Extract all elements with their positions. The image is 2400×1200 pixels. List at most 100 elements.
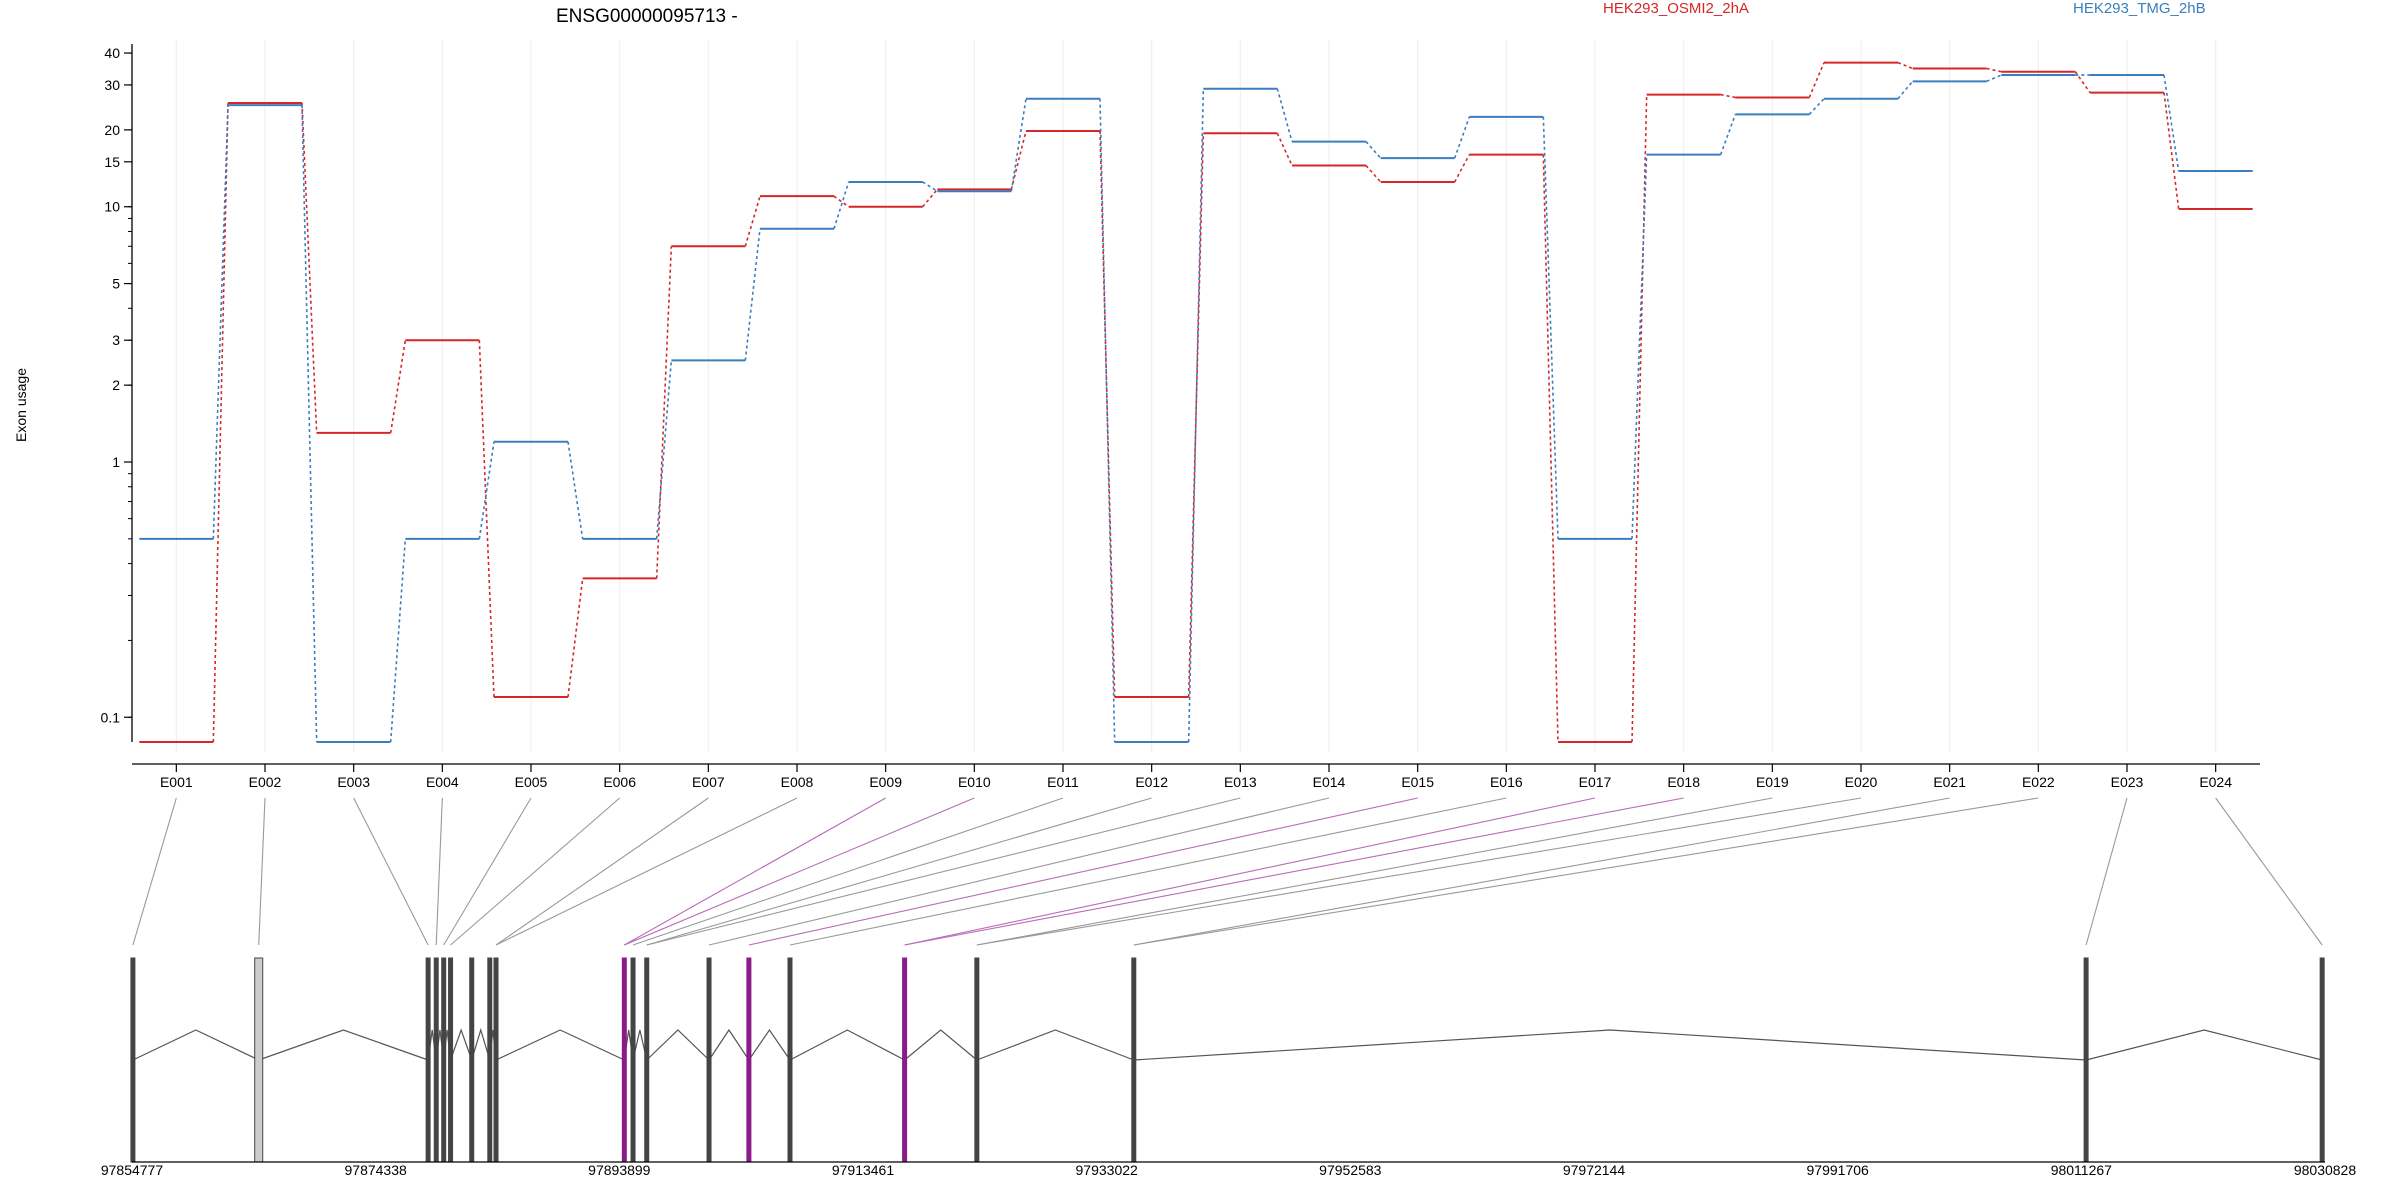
- x-tick-label-e009: E009: [869, 774, 902, 790]
- x-tick-label-e001: E001: [160, 774, 193, 790]
- series-connector: [301, 102, 318, 433]
- intron: [258, 1029, 429, 1061]
- exon-block: [621, 957, 627, 1163]
- exon-connector: [2085, 797, 2128, 946]
- x-tick-label-e014: E014: [1313, 774, 1346, 790]
- genomic-tick-label: 97972144: [1563, 1162, 1626, 1178]
- exon-connector: [1133, 797, 2039, 946]
- y-tick-label: 3: [112, 332, 120, 348]
- series-connector: [1276, 88, 1293, 142]
- exon-block: [433, 957, 439, 1163]
- genomic-tick-label: 97893899: [588, 1162, 651, 1178]
- series-connector: [1986, 67, 2002, 73]
- intron: [646, 1029, 710, 1061]
- series-connector: [1719, 114, 1737, 155]
- y-axis-label: Exon usage: [13, 368, 29, 442]
- exon-connector: [443, 797, 532, 946]
- exon-connector: [353, 797, 429, 946]
- legend-entry-2: HEK293_TMG_2hB: [2073, 0, 2206, 17]
- series-connector: [1897, 80, 1914, 100]
- x-tick-label-e020: E020: [1845, 774, 1878, 790]
- x-tick-label-e002: E002: [249, 774, 282, 790]
- series-connector: [1897, 61, 1913, 70]
- series-connector: [2163, 92, 2180, 210]
- intron: [449, 1028, 473, 1061]
- exon-connector: [646, 797, 1241, 946]
- y-tick-label: 40: [104, 45, 120, 61]
- exon-connectors: [132, 797, 2323, 946]
- x-tick-label-e012: E012: [1135, 774, 1168, 790]
- x-tick-label-e017: E017: [1579, 774, 1612, 790]
- exon-connector: [748, 797, 1418, 946]
- series-connector: [1986, 74, 2002, 83]
- genomic-tick-label: 97913461: [832, 1162, 895, 1178]
- series-connector: [2074, 71, 2091, 94]
- y-tick-label: 30: [104, 77, 120, 93]
- exon-connector: [632, 797, 1064, 946]
- series-connector: [922, 181, 938, 192]
- x-tick-label-e022: E022: [2022, 774, 2055, 790]
- exon-connector: [976, 797, 1773, 946]
- y-tick-label: 5: [112, 276, 120, 292]
- series-connector: [1631, 94, 1648, 743]
- exon-block: [1131, 957, 1137, 1163]
- series-connector: [301, 105, 318, 743]
- series-connector: [567, 578, 584, 698]
- series-connector: [389, 340, 407, 434]
- x-tick-label-e021: E021: [1933, 774, 1966, 790]
- exon-connector: [708, 797, 1330, 946]
- exon-block: [469, 957, 475, 1163]
- chart-title: ENSG00000095713 -: [556, 6, 738, 27]
- series-connector: [212, 102, 229, 743]
- x-tick-label-e004: E004: [426, 774, 459, 790]
- exon-connector: [624, 797, 886, 946]
- exon-connector: [495, 797, 709, 946]
- series-connector: [922, 188, 938, 208]
- y-tick-label: 10: [104, 199, 120, 215]
- genomic-tick-label: 97991706: [1807, 1162, 1870, 1178]
- exon-block: [746, 957, 752, 1163]
- series-connector: [567, 441, 584, 539]
- genomic-tick-label: 97854777: [101, 1162, 164, 1178]
- exon-connector: [624, 797, 975, 946]
- exon-connector: [132, 797, 177, 946]
- exon-block: [425, 957, 431, 1163]
- series-connector: [1453, 154, 1471, 183]
- exon-block: [254, 957, 264, 1163]
- y-tick-label: 1: [112, 454, 120, 470]
- x-tick-label-e011: E011: [1047, 774, 1079, 790]
- exon-block: [644, 957, 650, 1163]
- x-tick-label-e015: E015: [1401, 774, 1434, 790]
- x-tick-label-e006: E006: [603, 774, 636, 790]
- exon-connector: [495, 797, 798, 946]
- series-connector: [1187, 133, 1205, 698]
- series-connector: [389, 538, 407, 743]
- exon-block: [448, 957, 454, 1163]
- series-connector: [744, 195, 761, 247]
- exon-connector: [904, 797, 1684, 946]
- series-connector: [1542, 116, 1559, 539]
- intron: [976, 1029, 1135, 1061]
- series-2: [139, 74, 2253, 743]
- intron: [748, 1028, 791, 1061]
- genomic-tick-label: 97933022: [1076, 1162, 1139, 1178]
- x-tick-label-e023: E023: [2111, 774, 2144, 790]
- x-axis: E001 E002 E003 E004 E005 E006 E007 E008 E009 E010…: [132, 763, 2260, 790]
- series-connector: [1453, 116, 1471, 159]
- intron: [471, 1027, 491, 1061]
- series-connector: [1099, 98, 1116, 743]
- intron: [904, 1029, 978, 1061]
- exon-block: [130, 957, 136, 1163]
- x-tick-label-e007: E007: [692, 774, 725, 790]
- y-tick-label: 15: [104, 154, 120, 170]
- genomic-axis: 97854777 97874338 97893899 97913461 97933022…: [101, 1161, 2356, 1178]
- exon-connector: [435, 797, 443, 946]
- x-tick-label-e018: E018: [1667, 774, 1700, 790]
- intron: [1133, 1029, 2087, 1061]
- legend-entry-1: HEK293_OSMI2_2hA: [1603, 0, 1749, 17]
- exon-block: [974, 957, 980, 1163]
- series-connector: [1365, 141, 1382, 159]
- intron: [708, 1028, 750, 1061]
- series-connector: [1631, 154, 1648, 539]
- series-connector: [1808, 62, 1825, 98]
